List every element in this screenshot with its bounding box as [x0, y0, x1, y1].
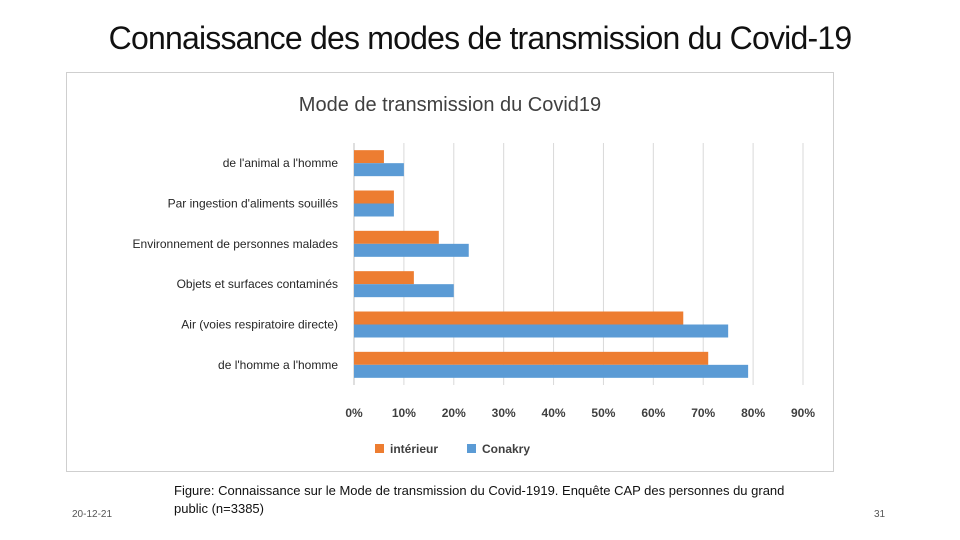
bar-interieur [354, 271, 414, 285]
x-tick-label: 0% [345, 406, 363, 420]
figure-caption: Figure: Connaissance sur le Mode de tran… [174, 483, 785, 516]
x-tick-label: 30% [492, 406, 516, 420]
bar-conakry [354, 203, 394, 217]
x-tick-label: 10% [392, 406, 416, 420]
bar-conakry [354, 163, 404, 177]
slide-date: 20-12-21 [72, 509, 113, 520]
x-tick-label: 20% [442, 406, 466, 420]
legend-label: Conakry [482, 442, 530, 456]
y-category-label: de l'animal a l'homme [223, 156, 339, 170]
page-number: 31 [874, 509, 886, 520]
bar-interieur [354, 351, 709, 365]
bar-interieur [354, 150, 384, 164]
x-tick-label: 80% [741, 406, 765, 420]
legend-swatch [375, 444, 384, 453]
chart-title: Mode de transmission du Covid19 [299, 94, 601, 116]
x-tick-label: 40% [542, 406, 566, 420]
legend-swatch [467, 444, 476, 453]
y-category-label: Objets et surfaces contaminés [177, 277, 338, 291]
bar-interieur [354, 230, 439, 244]
x-tick-label: 70% [691, 406, 715, 420]
bar-conakry [354, 364, 749, 378]
y-category-label: Air (voies respiratoire directe) [181, 318, 338, 332]
slide-title: Connaissance des modes de transmission d… [108, 20, 852, 56]
x-tick-label: 50% [591, 406, 615, 420]
bar-interieur [354, 190, 394, 204]
y-category-label: Environnement de personnes malades [133, 237, 338, 251]
x-tick-label: 90% [791, 406, 815, 420]
bar-conakry [354, 324, 729, 338]
bar-chart: Mode de transmission du Covid19 0% 10% 20% 3… [133, 94, 816, 456]
y-category-label: Par ingestion d'aliments souillés [168, 197, 338, 211]
legend-label: intérieur [390, 442, 438, 456]
bar-conakry [354, 284, 454, 298]
x-tick-label: 60% [641, 406, 665, 420]
y-category-label: de l'homme a l'homme [218, 358, 338, 372]
chart-frame: Mode de transmission du Covid19 0% 10% 20% 3… [66, 72, 834, 472]
bar-interieur [354, 311, 684, 325]
bar-conakry [354, 243, 469, 257]
